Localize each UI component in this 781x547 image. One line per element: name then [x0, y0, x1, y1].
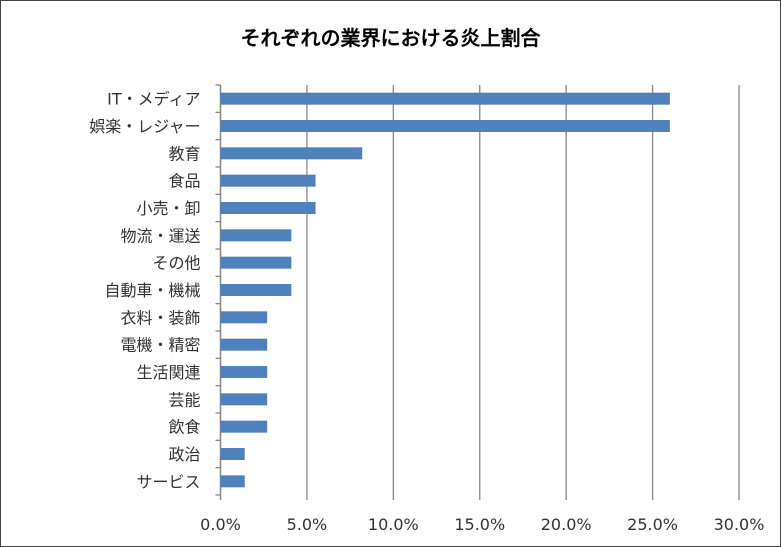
x-tick-label: 25.0% [627, 515, 678, 534]
x-tick-label: 15.0% [454, 515, 505, 534]
category-label: 芸能 [168, 390, 200, 409]
category-label: 食品 [168, 172, 200, 191]
bar [220, 284, 292, 296]
bar [220, 256, 292, 269]
category-label: IT・メディア [107, 90, 200, 109]
category-label: 政治 [168, 445, 200, 464]
bar [220, 448, 245, 460]
category-label: 物流・運送 [120, 226, 200, 245]
bar [220, 202, 316, 214]
category-label: 電機・精密 [120, 336, 200, 355]
bar [220, 338, 268, 351]
category-label: 教育 [168, 144, 200, 163]
x-tick-label: 20.0% [541, 515, 592, 534]
bar [220, 475, 245, 488]
category-label: サービス [136, 472, 200, 491]
category-label: 小売・卸 [136, 199, 200, 218]
category-label: 自動車・機械 [104, 281, 200, 300]
category-label: 娯楽・レジャー [89, 117, 200, 136]
x-tick-label: 30.0% [714, 515, 765, 534]
bar [220, 147, 363, 160]
bar [220, 92, 670, 105]
bar [220, 311, 268, 324]
category-label: 飲食 [168, 418, 200, 437]
bar [220, 420, 268, 433]
category-label: 生活関連 [136, 363, 200, 382]
bar [220, 120, 670, 132]
bar [220, 366, 268, 378]
bar [220, 229, 292, 242]
bar [220, 174, 316, 187]
bar [220, 393, 268, 406]
x-tick-label: 10.0% [368, 515, 419, 534]
chart-title: それぞれの業界における炎上割合 [240, 26, 541, 50]
category-label: 衣料・装飾 [120, 308, 200, 327]
x-tick-label: 0.0% [200, 515, 241, 534]
x-tick-label: 5.0% [287, 515, 328, 534]
category-label: その他 [152, 254, 200, 273]
